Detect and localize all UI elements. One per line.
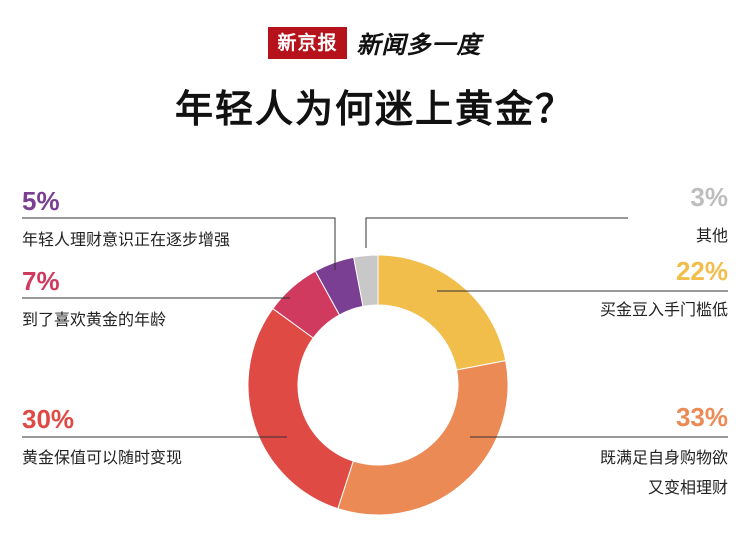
label-awareness: 年轻人理财意识正在逐步增强: [22, 230, 231, 249]
label-preserve: 黄金保值可以随时变现: [22, 448, 183, 467]
callout-lines: [22, 217, 728, 438]
donut-slice: [353, 254, 379, 308]
pct-shopping: 33%: [675, 402, 728, 432]
label-shopping-line2: 又变相理财: [647, 478, 728, 497]
pct-awareness: 5%: [22, 186, 60, 216]
label-low-threshold: 买金豆入手门槛低: [599, 300, 728, 319]
callout-line-other: [365, 217, 628, 248]
donut-slice: [377, 254, 507, 371]
pct-preserve: 30%: [22, 404, 75, 434]
pct-other: 3%: [690, 182, 728, 212]
donut-slices: [247, 254, 509, 516]
callout-line-awareness: [22, 217, 336, 270]
donut-slice: [247, 307, 354, 510]
page-title: 年轻人为何迷上黄金？: [174, 87, 575, 131]
label-age: 到了喜欢黄金的年龄: [22, 310, 167, 329]
brand-header: 新京报 新闻多一度: [0, 25, 750, 60]
brand-name: 新闻多一度: [356, 31, 482, 59]
pct-low-threshold: 22%: [675, 256, 728, 286]
label-shopping-line1: 既满足自身购物欲: [599, 448, 728, 467]
donut-slice: [337, 360, 509, 516]
label-other: 其他: [695, 226, 728, 245]
pct-age: 7%: [22, 266, 60, 296]
brand-logo: 新京报: [268, 26, 347, 59]
